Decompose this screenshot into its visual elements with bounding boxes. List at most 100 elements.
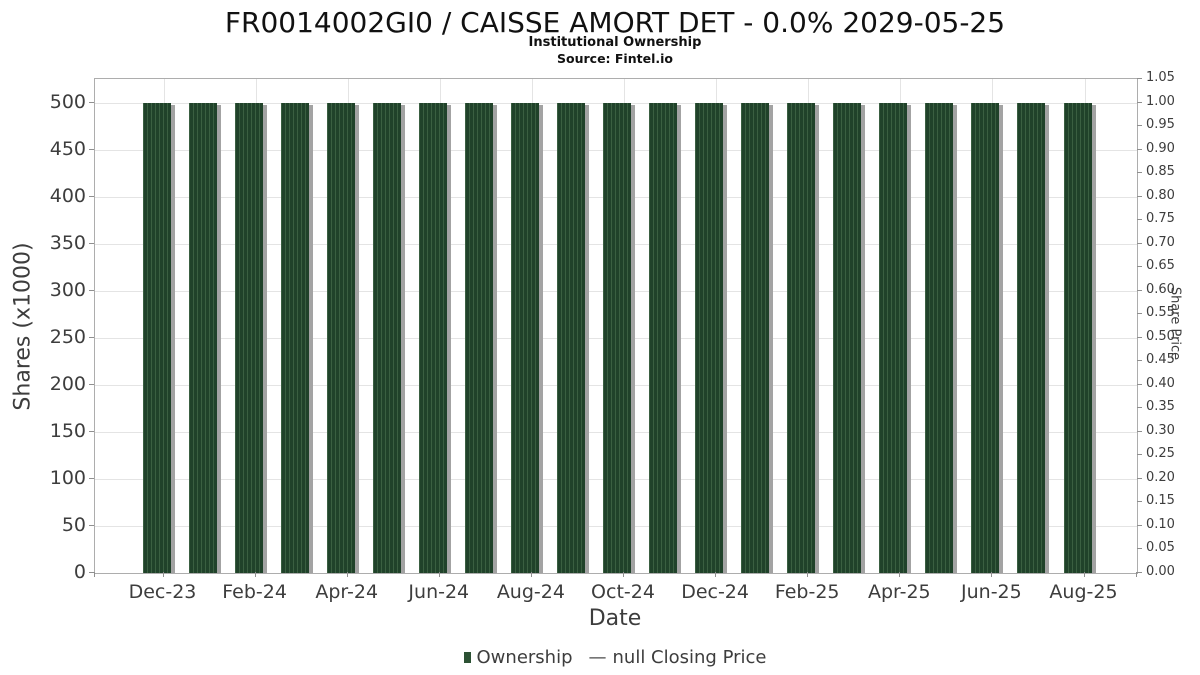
ownership-bar[interactable] [326, 102, 355, 573]
closing-price-line-icon: — [588, 646, 607, 668]
y-right-tick-label: 0.45 [1146, 352, 1175, 368]
x-axis-title: Date [588, 606, 642, 631]
y-right-tick-mark [1137, 572, 1142, 573]
y-right-tick-label: 0.95 [1146, 117, 1175, 133]
y-left-tick-label: 200 [49, 372, 86, 395]
x-tick-label: Jun-24 [408, 581, 470, 603]
y-right-tick-label: 0.60 [1146, 281, 1175, 297]
x-tick-mark [346, 572, 348, 577]
y-left-tick-label: 300 [49, 278, 86, 301]
y-left-tick-mark [89, 289, 94, 291]
y-right-tick-label: 1.05 [1146, 70, 1175, 85]
x-tick-mark [807, 572, 809, 577]
y-right-tick-mark [1137, 289, 1142, 291]
y-left-tick-label: 350 [49, 231, 86, 254]
closing-price-legend-label: null Closing Price [612, 646, 767, 668]
y-left-tick-mark [89, 101, 94, 103]
y-left-tick-mark [89, 430, 94, 432]
y-right-tick-label: 0.00 [1146, 564, 1175, 579]
ownership-bar[interactable] [234, 102, 263, 573]
ownership-bar[interactable] [372, 102, 401, 573]
y-right-tick-mark [1137, 477, 1142, 479]
y-left-tick-label: 250 [49, 325, 86, 348]
x-tick-label: Dec-24 [681, 581, 749, 603]
y-right-tick-label: 0.10 [1146, 516, 1175, 532]
y-right-tick-label: 0.80 [1146, 187, 1175, 203]
y-left-tick-mark [89, 195, 94, 197]
y-right-tick-label: 0.55 [1146, 305, 1175, 321]
y-right-tick-label: 0.25 [1146, 446, 1175, 462]
y-left-tick-mark [89, 524, 94, 526]
y-right-tick-mark [1137, 219, 1142, 221]
ownership-bar[interactable] [649, 102, 678, 573]
y-right-tick-label: 0.05 [1146, 540, 1175, 556]
ownership-bar[interactable] [510, 102, 539, 573]
chart-subtitle: Institutional Ownership [528, 35, 702, 50]
y-left-tick-label: 150 [49, 419, 86, 442]
x-tick-label: Feb-24 [222, 581, 287, 603]
ownership-bar[interactable] [741, 102, 770, 573]
ownership-bar[interactable] [833, 102, 862, 573]
y-left-tick-mark [89, 148, 94, 150]
ownership-bar[interactable] [787, 102, 816, 573]
chart-source: Source: Fintel.io [557, 51, 673, 66]
ownership-bar[interactable] [1063, 102, 1092, 573]
y-right-tick-mark [1137, 430, 1142, 432]
y-right-tick-label: 0.50 [1146, 328, 1175, 344]
x-tick-label: Apr-24 [315, 581, 379, 603]
ownership-bar[interactable] [603, 102, 631, 573]
ownership-bar[interactable] [1017, 102, 1046, 573]
x-tick-mark [715, 572, 717, 577]
y-right-tick-label: 0.20 [1146, 469, 1175, 485]
y-right-tick-mark [1137, 101, 1142, 103]
y-right-tick-mark [1137, 242, 1142, 244]
ownership-bar[interactable] [879, 102, 908, 573]
ownership-legend-swatch-icon [463, 651, 471, 663]
y-right-tick-mark [1137, 313, 1142, 315]
ownership-legend-label: Ownership [476, 646, 573, 668]
y-right-tick-label: 0.70 [1146, 234, 1175, 250]
ownership-bar[interactable] [925, 102, 954, 573]
x-tick-label: Dec-23 [128, 581, 197, 603]
y-left-tick-label: 450 [49, 137, 86, 160]
y-right-tick-mark [1137, 501, 1142, 503]
ownership-bar[interactable] [142, 102, 171, 573]
ownership-bar[interactable] [188, 102, 217, 573]
y-right-tick-mark [1137, 266, 1142, 268]
y-right-tick-mark [1137, 148, 1142, 150]
y-right-tick-label: 1.00 [1146, 93, 1175, 109]
x-tick-mark [162, 572, 164, 577]
ownership-bar[interactable] [280, 102, 309, 573]
y-right-tick-mark [1137, 454, 1142, 456]
ownership-bar[interactable] [556, 102, 585, 573]
x-tick-mark [530, 572, 532, 577]
x-edge-tick-mark [94, 572, 95, 577]
ownership-bar[interactable] [464, 102, 493, 573]
x-edge-tick-mark [1136, 572, 1137, 577]
x-tick-label: Aug-25 [1049, 581, 1118, 603]
x-tick-label: Oct-24 [591, 581, 655, 603]
ownership-bar[interactable] [418, 102, 447, 573]
y-right-tick-label: 0.85 [1146, 164, 1175, 180]
y-left-axis-title: Shares (x1000) [10, 242, 36, 411]
y-left-tick-label: 400 [49, 184, 86, 207]
y-left-tick-label: 500 [49, 90, 86, 113]
x-tick-label: Apr-25 [867, 581, 931, 603]
x-tick-mark [438, 572, 440, 577]
y-left-tick-mark [89, 383, 94, 385]
y-right-tick-mark [1137, 548, 1142, 550]
x-tick-mark [899, 572, 901, 577]
x-tick-mark [991, 572, 993, 577]
x-tick-mark [623, 572, 624, 577]
y-left-tick-mark [89, 477, 94, 479]
x-tick-label: Jun-25 [961, 581, 1022, 603]
y-right-tick-mark [1137, 172, 1142, 174]
y-right-tick-label: 0.90 [1146, 140, 1175, 156]
y-right-tick-label: 0.40 [1146, 375, 1175, 391]
y-right-tick-label: 0.30 [1146, 422, 1175, 438]
ownership-bar[interactable] [971, 102, 1000, 573]
ownership-bar[interactable] [695, 102, 724, 573]
chart-title: FR0014002GI0 / CAISSE AMORT DET - 0.0% 2… [224, 6, 1006, 39]
chart-legend: Ownership — null Closing Price [94, 645, 1136, 669]
